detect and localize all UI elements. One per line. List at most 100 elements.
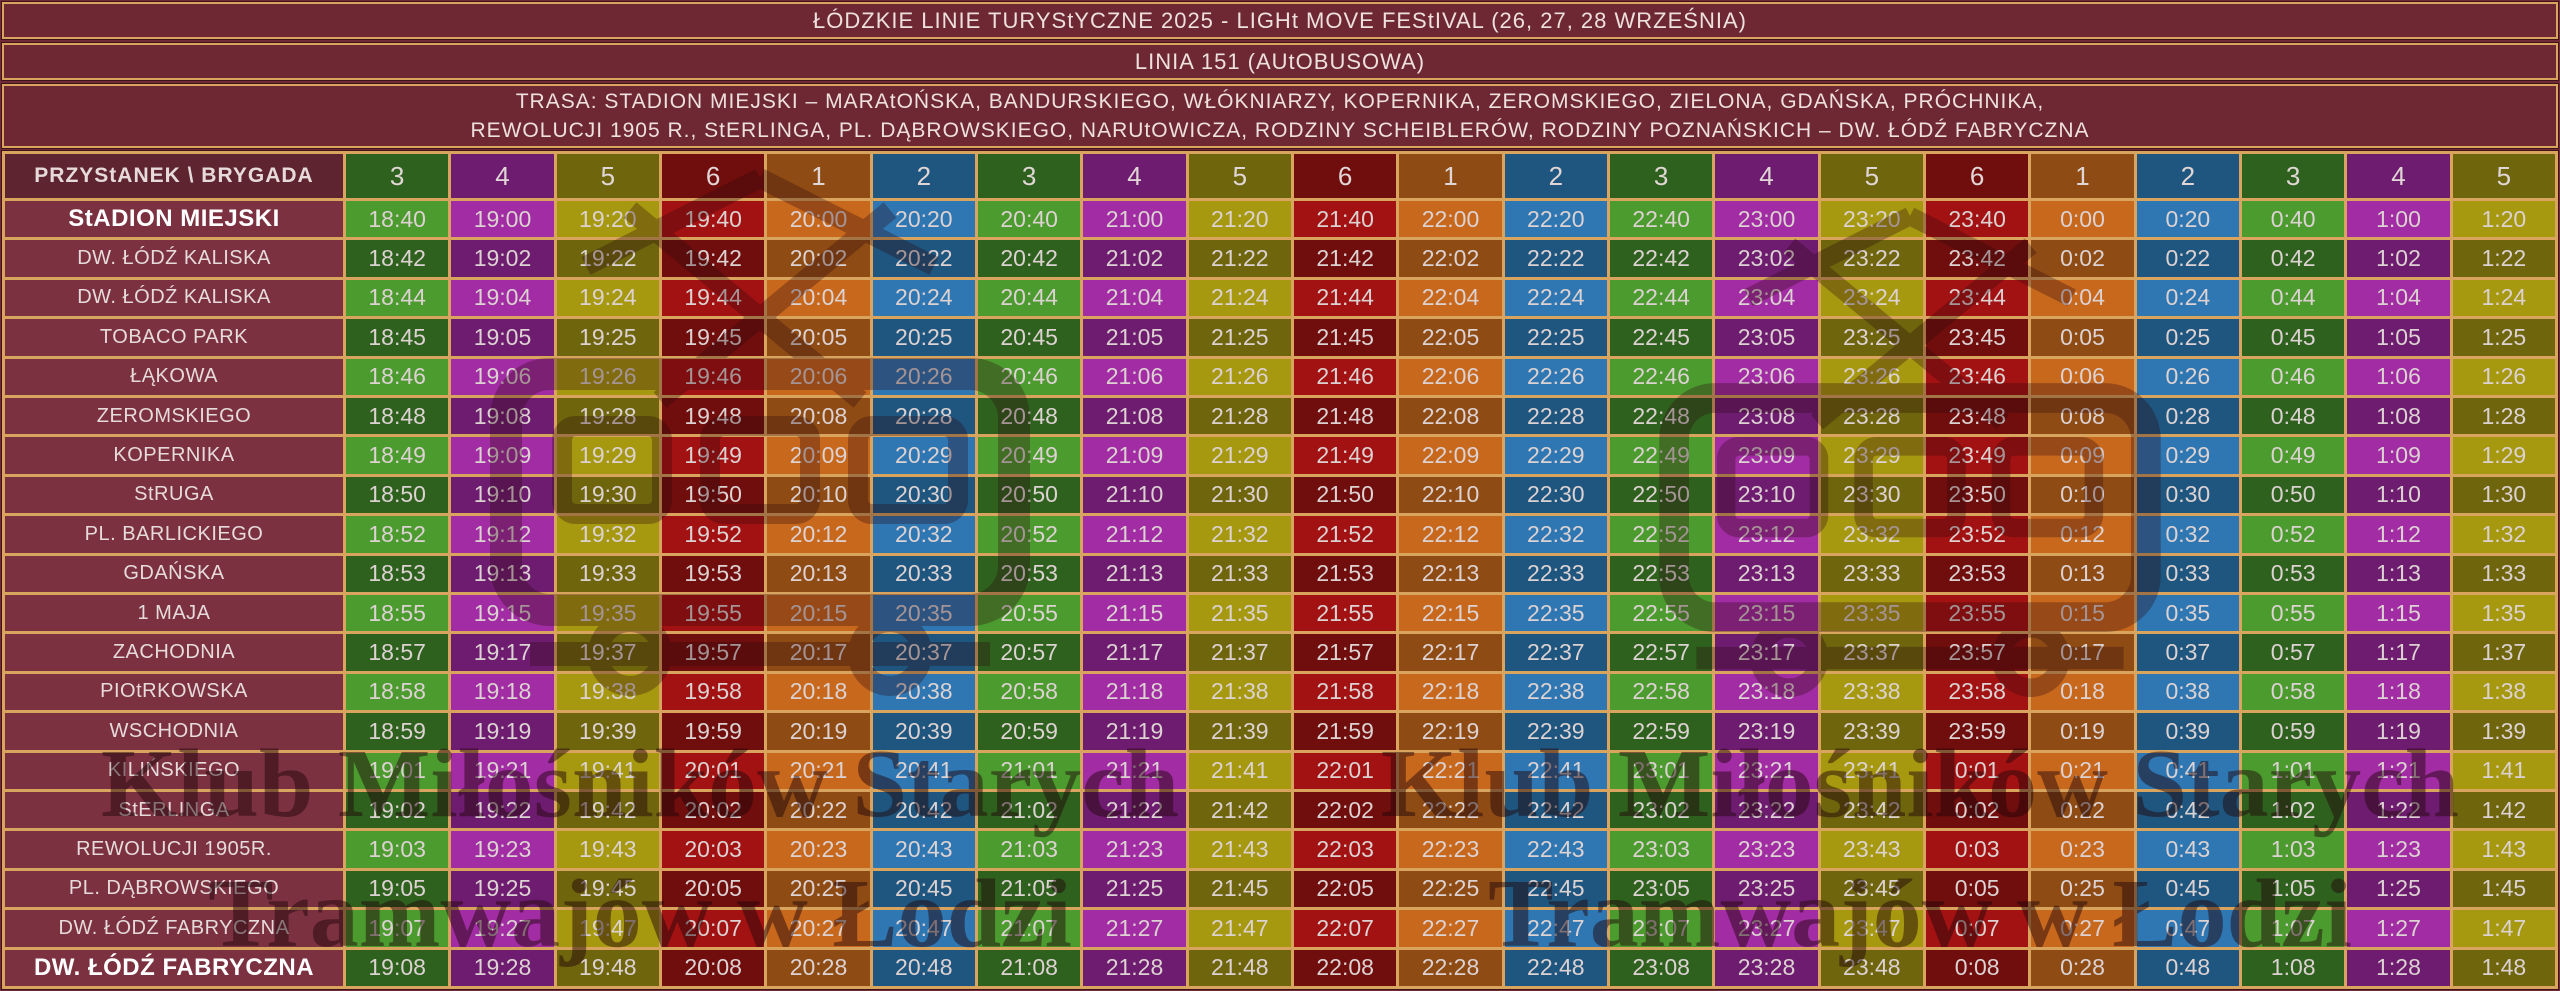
brigade-header: 1 xyxy=(1399,154,1502,198)
brigade-header: 3 xyxy=(1610,154,1713,198)
time-cell: 21:01 xyxy=(978,752,1081,789)
time-cell: 23:06 xyxy=(1715,358,1818,395)
time-cell: 19:15 xyxy=(451,595,554,632)
time-cell: 1:05 xyxy=(2242,870,2345,908)
time-cell: 1:25 xyxy=(2452,319,2555,356)
time-cell: 22:15 xyxy=(1399,595,1502,632)
time-cell: 21:22 xyxy=(1188,240,1291,277)
time-cell: 23:13 xyxy=(1715,555,1818,592)
time-cell: 23:01 xyxy=(1610,752,1713,789)
time-cell: 22:27 xyxy=(1399,910,1502,947)
time-cell: 22:12 xyxy=(1399,516,1502,553)
time-cell: 22:48 xyxy=(1504,949,1607,986)
time-cell: 0:45 xyxy=(2136,870,2239,908)
time-cell: 23:46 xyxy=(1926,358,2029,395)
time-cell: 22:24 xyxy=(1504,279,1607,317)
time-cell: 0:49 xyxy=(2242,437,2345,474)
time-cell: 23:02 xyxy=(1715,240,1818,277)
time-cell: 19:29 xyxy=(556,437,659,474)
brigade-header: 3 xyxy=(346,154,449,198)
stop-name: StRUGA xyxy=(5,476,343,514)
time-cell: 21:07 xyxy=(978,910,1081,947)
time-cell: 20:43 xyxy=(872,831,975,868)
time-cell: 0:18 xyxy=(2031,673,2134,711)
time-cell: 20:32 xyxy=(872,516,975,553)
stop-name: StERLINGA xyxy=(5,792,343,829)
time-cell: 23:26 xyxy=(1820,358,1923,395)
time-cell: 19:25 xyxy=(556,319,659,356)
time-cell: 0:46 xyxy=(2242,358,2345,395)
time-cell: 1:43 xyxy=(2452,831,2555,868)
time-cell: 20:42 xyxy=(872,792,975,829)
time-cell: 19:58 xyxy=(662,673,765,711)
time-cell: 1:27 xyxy=(2347,910,2450,947)
time-cell: 22:33 xyxy=(1504,555,1607,592)
time-cell: 20:29 xyxy=(872,437,975,474)
time-cell: 22:25 xyxy=(1399,870,1502,908)
time-cell: 20:35 xyxy=(872,595,975,632)
time-cell: 22:41 xyxy=(1504,752,1607,789)
time-cell: 0:28 xyxy=(2136,398,2239,435)
time-cell: 20:08 xyxy=(662,949,765,986)
time-cell: 22:44 xyxy=(1610,279,1713,317)
time-cell: 20:49 xyxy=(978,437,1081,474)
time-cell: 21:50 xyxy=(1294,476,1397,514)
time-cell: 22:19 xyxy=(1399,713,1502,750)
time-cell: 21:45 xyxy=(1188,870,1291,908)
time-cell: 21:53 xyxy=(1294,555,1397,592)
time-cell: 23:05 xyxy=(1610,870,1713,908)
time-cell: 18:50 xyxy=(346,476,449,514)
time-cell: 0:53 xyxy=(2242,555,2345,592)
time-cell: 21:38 xyxy=(1188,673,1291,711)
stop-name: DW. ŁÓDŹ FABRYCZNA xyxy=(5,949,343,986)
time-cell: 1:42 xyxy=(2452,792,2555,829)
time-cell: 21:41 xyxy=(1188,752,1291,789)
time-cell: 19:22 xyxy=(451,792,554,829)
time-cell: 23:27 xyxy=(1715,910,1818,947)
time-cell: 0:07 xyxy=(1926,910,2029,947)
time-cell: 1:06 xyxy=(2347,358,2450,395)
time-cell: 20:20 xyxy=(872,201,975,238)
time-cell: 22:07 xyxy=(1294,910,1397,947)
time-cell: 0:25 xyxy=(2031,870,2134,908)
time-cell: 0:42 xyxy=(2242,240,2345,277)
time-cell: 21:47 xyxy=(1188,910,1291,947)
time-cell: 0:05 xyxy=(2031,319,2134,356)
brigade-header: 1 xyxy=(767,154,870,198)
time-cell: 23:35 xyxy=(1820,595,1923,632)
time-cell: 22:04 xyxy=(1399,279,1502,317)
time-cell: 19:05 xyxy=(346,870,449,908)
brigade-header: 4 xyxy=(451,154,554,198)
time-cell: 19:39 xyxy=(556,713,659,750)
time-cell: 0:10 xyxy=(2031,476,2134,514)
time-cell: 1:22 xyxy=(2452,240,2555,277)
time-cell: 0:43 xyxy=(2136,831,2239,868)
time-cell: 20:05 xyxy=(662,870,765,908)
time-cell: 0:50 xyxy=(2242,476,2345,514)
time-cell: 18:44 xyxy=(346,279,449,317)
time-cell: 21:02 xyxy=(978,792,1081,829)
stop-name: PIOtRKOWSKA xyxy=(5,673,343,711)
time-cell: 23:33 xyxy=(1820,555,1923,592)
stop-name: TOBACO PARK xyxy=(5,319,343,356)
line-bar: LINIA 151 (AUtOBUSOWA) xyxy=(2,43,2558,80)
time-cell: 1:08 xyxy=(2347,398,2450,435)
time-cell: 21:10 xyxy=(1083,476,1186,514)
time-cell: 20:57 xyxy=(978,634,1081,671)
time-cell: 0:48 xyxy=(2136,949,2239,986)
time-cell: 20:02 xyxy=(662,792,765,829)
time-cell: 0:28 xyxy=(2031,949,2134,986)
time-cell: 23:37 xyxy=(1820,634,1923,671)
time-cell: 20:38 xyxy=(872,673,975,711)
stop-name: DW. ŁÓDŹ KALISKA xyxy=(5,240,343,277)
time-cell: 23:22 xyxy=(1820,240,1923,277)
time-cell: 21:57 xyxy=(1294,634,1397,671)
time-cell: 23:25 xyxy=(1820,319,1923,356)
time-cell: 19:43 xyxy=(556,831,659,868)
time-cell: 23:23 xyxy=(1715,831,1818,868)
time-cell: 20:06 xyxy=(767,358,870,395)
time-cell: 21:45 xyxy=(1294,319,1397,356)
time-cell: 21:39 xyxy=(1188,713,1291,750)
time-cell: 22:53 xyxy=(1610,555,1713,592)
time-cell: 19:18 xyxy=(451,673,554,711)
